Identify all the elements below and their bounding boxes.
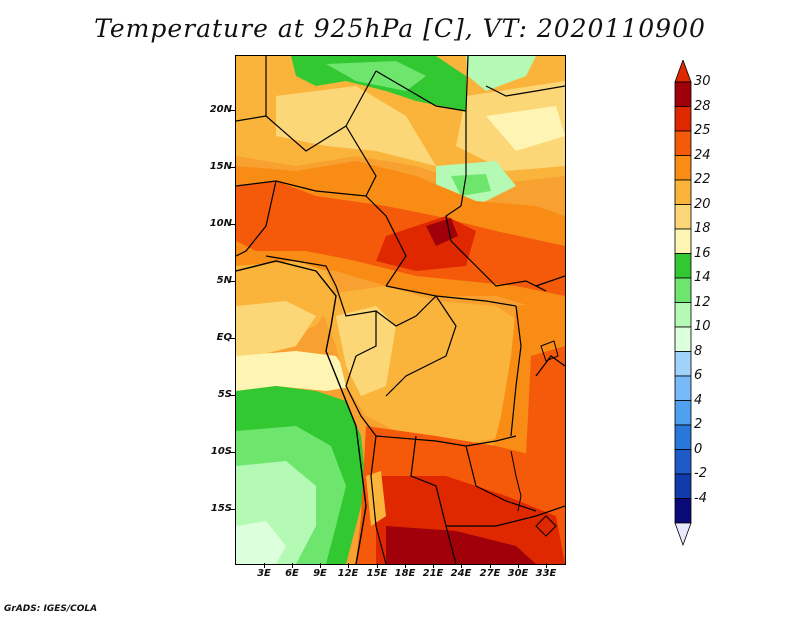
colorbar-label: 0 [694,441,703,457]
coastline [236,260,367,564]
lon-label-18e: 18E [394,568,416,579]
lon-label-30e: 30E [507,568,529,579]
country-borders [236,56,565,564]
lon-label-24e: 24E [450,568,472,579]
map-title: Temperature at 925hPa [C], VT: 202011090… [94,14,706,43]
colorbar-label: 4 [694,392,703,408]
lat-tick [230,281,235,282]
lat-tick [230,395,235,396]
colorbar-segment [674,228,692,254]
colorbar-top-arrow [674,60,692,83]
lon-tick [264,563,265,568]
colorbar-label: 28 [694,98,711,114]
lat-tick [230,338,235,339]
lat-label-10n: 10N [209,218,232,229]
colorbar-segment [674,155,692,181]
colorbar-label: -4 [694,490,707,506]
equatorial-ocean-band [236,351,356,391]
south-max-band [386,526,536,564]
colorbar-segment [674,424,692,450]
colorbar-segment [674,106,692,132]
colorbar-segment [674,400,692,426]
colorbar-segment [674,351,692,377]
north-lightgreen-patch [326,61,426,91]
lon-tick [433,563,434,568]
colorbar-label: 8 [694,343,703,359]
colorbar-segment [674,130,692,156]
colorbar-label: 22 [694,172,711,187]
colorbar-segment [674,302,692,328]
lon-label-9e: 9E [313,568,327,579]
sudan-green-patch [451,174,491,196]
colorbar-segment [674,277,692,303]
colorbar-label: 24 [694,147,711,163]
lat-label-15n: 15N [209,161,232,172]
footer-credit: GrADS: IGES/COLA [4,604,98,614]
lat-label-10s: 10S [210,446,232,457]
lon-label-3e: 3E [257,568,271,579]
lat-tick [230,110,235,111]
lon-tick [461,563,462,568]
sahara-cool-patch [276,86,436,166]
colorbar-segment [674,81,692,107]
lon-tick [320,563,321,568]
colorbar-segment [674,253,692,279]
colorbar-label: 14 [694,270,711,285]
lon-tick [518,563,519,568]
lat-label-5s: 5S [217,389,232,400]
colorbar-segment [674,179,692,205]
colorbar-label: 10 [694,319,711,334]
colorbar-segment [674,375,692,401]
lon-label-6e: 6E [285,568,299,579]
angola-coastal-cool [366,471,386,526]
lon-label-12e: 12E [337,568,359,579]
temperature-field-map [236,56,565,564]
map-panel[interactable] [235,55,566,565]
lat-label-15s: 15S [210,503,232,514]
colorbar-bottom-arrow [674,522,692,547]
colorbar-label: 25 [694,123,711,138]
colorbar-label: 6 [694,368,703,383]
lat-tick [230,224,235,225]
colorbar [674,60,692,547]
colorbar-segment [674,498,692,524]
egypt-pale-patch [486,106,565,151]
lon-tick [546,563,547,568]
colorbar-label: -2 [694,466,707,481]
colorbar-label: 30 [694,74,711,89]
colorbar-label: 18 [694,221,711,236]
colorbar-label: 12 [694,294,711,310]
lon-tick [292,563,293,568]
lat-label-eq: EQ [216,332,232,343]
lat-tick [230,452,235,453]
colorbar-segment [674,204,692,230]
lon-tick [490,563,491,568]
lon-tick [348,563,349,568]
lon-tick [405,563,406,568]
lat-label-20n: 20N [209,104,232,115]
lon-label-33e: 33E [535,568,557,579]
lakes [510,340,559,537]
lat-tick [230,509,235,510]
gulf-pale-band [236,301,316,356]
colorbar-label: 16 [694,245,711,261]
colorbar-segment [674,473,692,499]
colorbar-label: 2 [694,417,703,432]
colorbar-segment [674,449,692,475]
lon-tick [377,563,378,568]
lon-label-21e: 21E [422,568,444,579]
lon-label-15e: 15E [366,568,388,579]
south-atlantic-palest [236,521,286,564]
colorbar-segment [674,326,692,352]
lat-tick [230,167,235,168]
north-pale-green [466,56,536,91]
lon-label-27e: 27E [479,568,501,579]
lat-label-5n: 5N [216,275,232,286]
colorbar-label: 20 [694,196,711,212]
